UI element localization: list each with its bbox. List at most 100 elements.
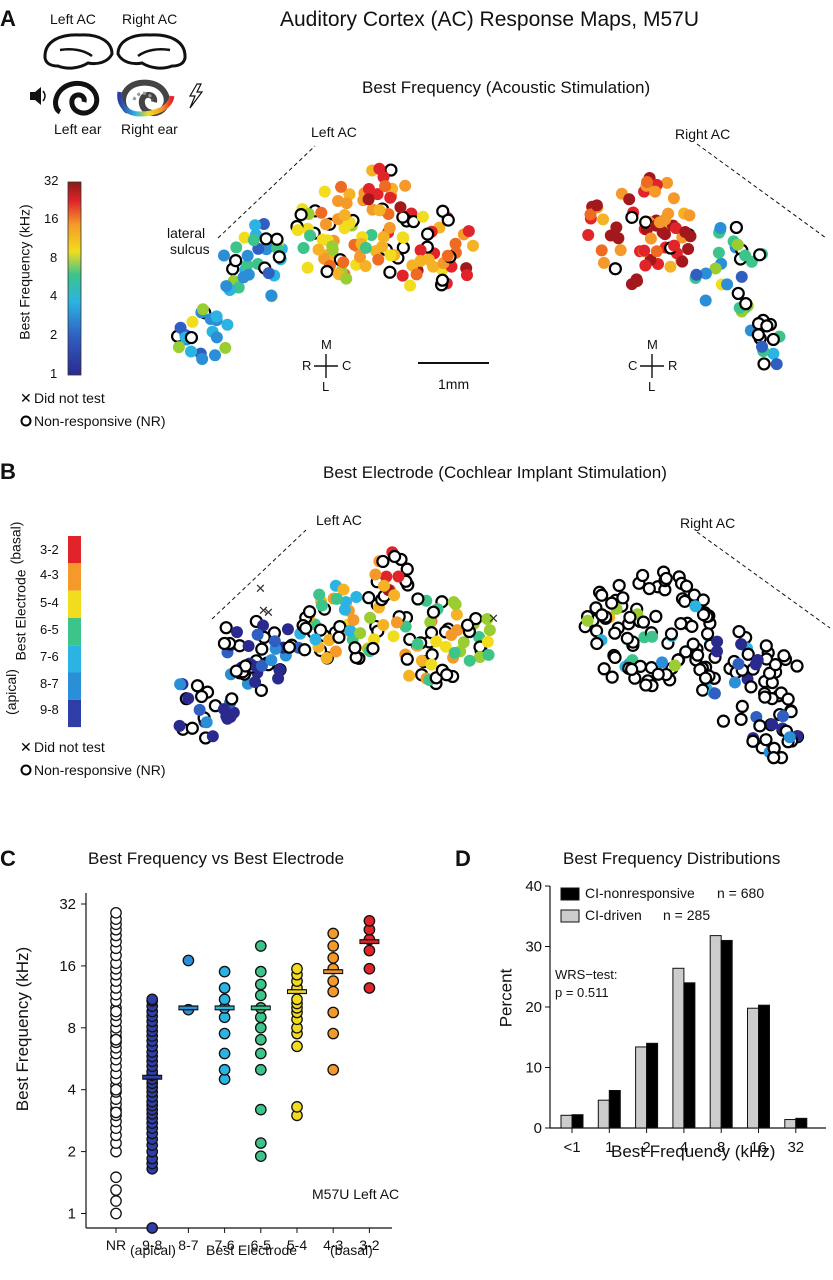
bf-site-nr (729, 220, 743, 235)
bf-site (291, 224, 304, 237)
bf-site (384, 191, 397, 204)
electrode-site (481, 635, 494, 648)
electrode-site-nr (302, 605, 317, 619)
electrode-site (378, 579, 391, 592)
schematic-left-ac-label: Left AC (50, 11, 96, 27)
bf-site (365, 229, 378, 242)
bf-site (376, 240, 389, 253)
bf-site-nr (384, 163, 398, 177)
electrode-site-nr (696, 593, 710, 607)
chart-c-point (254, 1150, 267, 1163)
bf-site-nr (739, 297, 753, 311)
bf-site (614, 244, 627, 257)
map-a-right-label: Right AC (675, 126, 731, 142)
bf-site-nr (757, 357, 771, 371)
bf-site (184, 345, 197, 358)
chart-d-bar-driven (560, 1114, 573, 1129)
bf-site (318, 185, 331, 198)
bf-site (739, 249, 752, 262)
legend-b-did-not-test: Did not test (34, 739, 105, 755)
cochlea-implant-icon (117, 79, 175, 117)
bf-site (667, 192, 680, 205)
chart-c-point (327, 975, 340, 987)
chart-c-annotation: M57U Left AC (312, 1186, 400, 1202)
electrode-site (450, 608, 463, 621)
panel-b-title: Best Electrode (Cochlear Implant Stimula… (323, 463, 667, 482)
electrode-site-nr (376, 554, 390, 569)
chart-c-point (110, 1207, 122, 1220)
bf-site (220, 280, 233, 293)
chart-d-ytick-label: 30 (525, 939, 542, 956)
chart-c-point (110, 906, 122, 919)
chart-c-point (146, 993, 159, 1006)
electrode-site (380, 570, 393, 583)
chart-c-point (254, 1047, 267, 1060)
chart-c-xlabel: Best Electrode (206, 1242, 298, 1258)
electrode-site-nr (225, 692, 239, 706)
bf-map-sites (170, 162, 786, 371)
chart-d-bar-nonresponsive (646, 1042, 659, 1129)
electrode-site (323, 634, 336, 647)
bf-site-nr (396, 210, 410, 224)
bf-site (731, 238, 744, 251)
electrode-site-nr (734, 712, 748, 726)
electrode-site (309, 633, 322, 646)
bf-colorbar (67, 181, 82, 376)
electrode-site (581, 614, 594, 627)
electrode-site-nr (639, 678, 653, 692)
bf-site (638, 244, 651, 257)
chart-d-xtick-label: <1 (563, 1139, 580, 1156)
electrode-site-nr (185, 721, 199, 735)
orient-a-left-r: R (302, 358, 312, 373)
electrode-site-nr (759, 733, 773, 747)
electrode-site-nr (440, 668, 454, 682)
electrode-site (330, 592, 343, 605)
schematic-right-ear-label: Right ear (121, 121, 178, 137)
electrode-site (255, 659, 268, 672)
chart-c-point (110, 1195, 122, 1207)
bf-site (210, 331, 223, 344)
bf-site-nr (294, 208, 308, 222)
bf-site (340, 272, 353, 285)
chart-c-point (218, 982, 231, 994)
bf-site (709, 262, 722, 275)
bf-site (644, 232, 657, 245)
bf-site (186, 315, 199, 328)
bf-site (396, 269, 409, 282)
bf-site (653, 216, 666, 229)
chart-c-point (218, 1047, 231, 1060)
bf-site (683, 209, 696, 222)
bf-site (597, 256, 610, 269)
chart-d-xtick-label: 16 (750, 1139, 767, 1156)
electrode-site (481, 613, 494, 626)
did-not-test-mark: ✕ (488, 611, 499, 626)
legend-b-nr-icon (20, 764, 32, 776)
electrode-site-nr (590, 636, 604, 651)
electrode-site (448, 646, 461, 659)
electrode-site-nr (642, 581, 656, 596)
bf-site (340, 197, 353, 210)
bf-site (301, 261, 314, 274)
bf-site (610, 221, 623, 234)
bf-site (319, 218, 332, 231)
bf-site-nr (259, 232, 273, 246)
electrode-colorbar-band (68, 672, 81, 700)
electrode-colorbar-band (68, 699, 81, 728)
electrode-site-nr (664, 627, 679, 641)
electrode-site-nr (195, 689, 209, 704)
brain-left-icon (43, 33, 114, 70)
bf-site (383, 221, 396, 234)
chart-c-xtick-label: 8-7 (178, 1237, 198, 1253)
electrode-site (403, 669, 416, 682)
bf-site (690, 268, 703, 281)
bf-site (172, 341, 185, 354)
bf-site (384, 249, 397, 262)
chart-c-point (218, 993, 231, 1006)
sulcus-line-a-right (696, 143, 827, 239)
bf-site (462, 225, 475, 238)
electrode-site (463, 654, 476, 667)
electrode-site-nr (767, 751, 781, 765)
bf-tick-1: 1 (50, 366, 58, 381)
electrode-site (230, 626, 243, 639)
